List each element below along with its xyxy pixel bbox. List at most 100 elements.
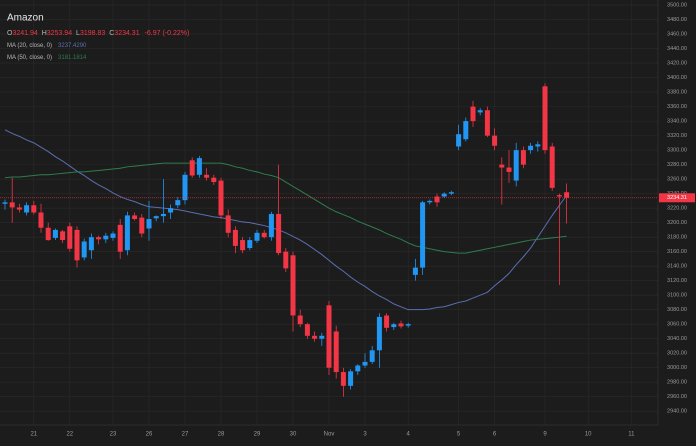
candle-body <box>189 160 195 176</box>
candle-body <box>441 193 447 197</box>
candle-body <box>117 224 123 252</box>
y-tick-label: 3100.00 <box>667 293 687 299</box>
ohlc-value: 3234.31 <box>114 30 139 37</box>
legend-value: 3181.1814 <box>58 55 87 61</box>
candle-body <box>2 202 8 204</box>
symbol-title: Amazon <box>7 13 44 24</box>
candles <box>2 83 570 397</box>
candle-body <box>312 335 318 339</box>
candle-body <box>261 232 267 238</box>
time-axis <box>0 425 696 446</box>
candle-body <box>146 219 152 229</box>
candle-body <box>319 335 325 339</box>
y-tick-label: 3040.00 <box>667 336 687 342</box>
x-tick-label: 23 <box>110 432 117 438</box>
x-tick-label: 30 <box>290 432 297 438</box>
x-tick-label: 22 <box>66 432 73 438</box>
x-tick-label: 28 <box>218 432 225 438</box>
candle-body <box>232 229 238 246</box>
ohlc-value: 3241.94 <box>12 30 37 37</box>
y-tick-label: 3420.00 <box>667 61 687 67</box>
candle-body <box>290 255 296 316</box>
x-tick-label: 21 <box>30 432 37 438</box>
x-tick-label: 11 <box>628 432 635 438</box>
candle-body <box>254 232 260 241</box>
y-tick-label: 3480.00 <box>667 17 687 23</box>
candle-body <box>463 121 469 140</box>
candle-body <box>276 213 282 254</box>
candle-body <box>456 134 462 147</box>
candle-body <box>204 174 210 178</box>
candle-body <box>88 237 94 251</box>
y-tick-label: 3360.00 <box>667 104 687 110</box>
candle-body <box>211 177 217 183</box>
y-tick-label: 3400.00 <box>667 75 687 81</box>
candle-body <box>556 195 562 197</box>
y-tick-label: 3260.00 <box>667 177 687 183</box>
candle-body <box>67 226 73 249</box>
price-label: 3234.31 <box>667 195 687 201</box>
ohlc-value: 3198.83 <box>80 30 105 37</box>
x-tick-label: 29 <box>254 432 261 438</box>
ohlc-value: 3253.94 <box>47 30 72 37</box>
candle-body <box>348 371 354 386</box>
candle-body <box>340 372 346 386</box>
candle-body <box>362 361 368 366</box>
y-tick-label: 3340.00 <box>667 119 687 125</box>
ohlc-prefix: C <box>109 30 114 37</box>
candle-body <box>484 110 490 136</box>
candle-body <box>542 86 548 151</box>
candle-body <box>196 158 202 175</box>
y-tick-label: 3380.00 <box>667 90 687 96</box>
candle-body <box>38 212 44 228</box>
candle-body <box>16 207 22 210</box>
y-tick-label: 3000.00 <box>667 365 687 371</box>
candle-body <box>448 192 454 194</box>
ohlc-prefix: O <box>7 30 13 37</box>
candle-body <box>297 315 303 325</box>
candle-body <box>168 208 174 213</box>
candle-body <box>528 145 534 151</box>
candle-body <box>175 200 181 206</box>
candle-body <box>492 135 498 146</box>
candle-body <box>412 267 418 275</box>
y-tick-label: 3060.00 <box>667 322 687 328</box>
y-tick-label: 3280.00 <box>667 162 687 168</box>
candle-body <box>384 315 390 328</box>
x-tick-label: Nov <box>324 432 335 438</box>
y-tick-label: 3120.00 <box>667 278 687 284</box>
candle-body <box>506 167 512 172</box>
candle-body <box>513 150 519 181</box>
y-tick-label: 3140.00 <box>667 264 687 270</box>
y-tick-label: 3500.00 <box>667 3 687 9</box>
ma-legend: MA (50, close, 0) 3181.1814 <box>7 55 87 61</box>
change: -6.97 (-0.22%) <box>145 30 190 37</box>
candle-body <box>153 216 159 219</box>
candle-body <box>398 323 404 327</box>
candle-body <box>9 202 15 208</box>
candle-body <box>420 202 426 268</box>
candle-body <box>535 144 541 147</box>
y-tick-label: 3160.00 <box>667 249 687 255</box>
candle-body <box>369 350 375 362</box>
ma-legend: MA (20, close, 0) 3237.4290 <box>7 43 87 49</box>
candle-body <box>355 365 361 372</box>
x-tick-label: 6 <box>493 432 497 438</box>
candle-body <box>283 251 289 269</box>
candle-body <box>520 150 526 165</box>
y-tick-label: 3200.00 <box>667 220 687 226</box>
legend-value: 3237.4290 <box>58 43 87 49</box>
axes: 2940.00 2960.00 2980.00 3000.00 3020.00 3040.… <box>0 3 695 438</box>
candle-body <box>499 164 505 168</box>
y-tick-label: 3220.00 <box>667 206 687 212</box>
x-tick-label: 4 <box>407 432 411 438</box>
legend: Amazon O3241.94 H3253.94 L3198.83 C3234.… <box>7 13 189 61</box>
candle-body <box>549 146 555 188</box>
y-tick-label: 3300.00 <box>667 148 687 154</box>
y-tick-label: 2980.00 <box>667 380 687 386</box>
candle-body <box>160 213 166 217</box>
candle-body <box>45 227 51 241</box>
